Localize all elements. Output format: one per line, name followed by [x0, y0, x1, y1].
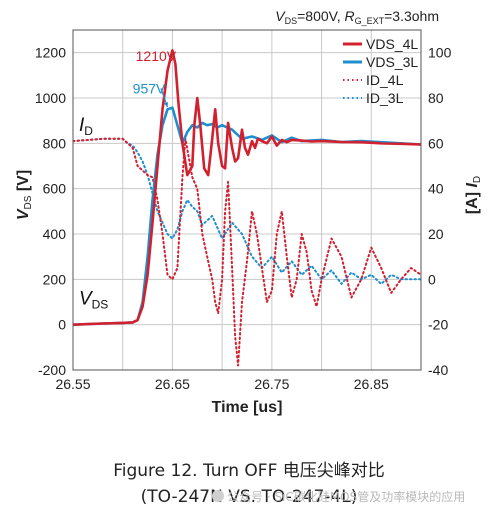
annotations: 1210V 957V: [133, 48, 177, 108]
y-tick-label-right: 40: [428, 181, 444, 197]
y-axis-label-right: [A] ID: [464, 176, 483, 214]
y-tick-label-left: 200: [43, 271, 67, 287]
watermark: 公众号 · SiC碳化硅MOS管及功率模块的应用: [212, 488, 465, 505]
cond-r-sub: G_EXT: [355, 16, 385, 26]
cond-v-sub: DS: [285, 16, 298, 26]
ylabel-right-sub: D: [472, 176, 483, 183]
y-tick-label-right: 20: [428, 226, 444, 242]
y-tick-label-right: -20: [428, 317, 448, 333]
caption-line-2: (TO-247N VS. TO-247-4L): [140, 487, 358, 507]
ylabel-left-main: V: [15, 208, 32, 220]
watermark-text: 公众号 · SiC碳化硅MOS管及功率模块的应用: [227, 490, 466, 504]
id-label-main: I: [79, 115, 85, 136]
y-tick-label-right: -40: [428, 362, 448, 378]
series-vds-3l: [73, 106, 421, 326]
legend-label: ID_3L: [366, 90, 404, 106]
x-tick-label: 26.65: [155, 376, 190, 392]
series-id-4l: [73, 137, 421, 367]
ylabel-right-unit: [A]: [464, 192, 481, 214]
series-id-3l: [73, 137, 421, 285]
cond-r-val: =3.3ohm: [384, 8, 439, 24]
cond-v: V: [275, 8, 286, 24]
chart: 26.55 26.65 26.75 26.85-2000200400600800100…: [15, 8, 483, 416]
y-tick-label-right: 60: [428, 135, 444, 151]
legend-label: VDS_3L: [366, 54, 418, 70]
y-tick-label-left: 400: [43, 226, 67, 242]
vds-label-main: V: [79, 288, 94, 309]
cond-r: R: [344, 8, 354, 24]
y-tick-label-right: 0: [428, 271, 436, 287]
x-axis-label: Time [us]: [212, 399, 283, 416]
x-tick-label: 26.85: [354, 376, 389, 392]
annotation-arrowhead: [169, 51, 174, 57]
ticks: 26.55 26.65 26.75 26.85-2000200400600800100…: [35, 45, 452, 392]
annotation-label: 957V: [133, 80, 166, 96]
y-tick-label-right: 80: [428, 90, 444, 106]
legend-label: VDS_4L: [366, 36, 418, 52]
test-conditions: VDS=800V, RG_EXT=3.3ohm: [275, 8, 439, 26]
plot-frame: [72, 29, 422, 371]
x-tick-label: 26.75: [254, 376, 289, 392]
x-tick-label: 26.55: [55, 376, 90, 392]
y-tick-label-left: -200: [38, 362, 66, 378]
series-vds-4l: [73, 49, 421, 326]
caption-line-1: Figure 12. Turn OFF 电压尖峰对比: [113, 461, 385, 481]
ylabel-left-unit: [V]: [15, 170, 32, 191]
y-axis-label-left: VDS [V]: [15, 170, 34, 220]
vds-curve-label: VDS: [79, 288, 108, 311]
series-layer: [73, 49, 421, 367]
id-label-sub: D: [84, 124, 93, 138]
ylabel-left-sub: DS: [23, 195, 34, 209]
y-tick-label-left: 600: [43, 181, 67, 197]
wechat-icon: [212, 490, 224, 502]
y-tick-label-left: 800: [43, 135, 67, 151]
vds-label-sub: DS: [92, 297, 109, 311]
id-curve-label: ID: [79, 115, 93, 138]
annotation-arrowhead: [163, 102, 169, 108]
grid: [73, 30, 421, 371]
y-tick-label-left: 0: [58, 317, 66, 333]
annotation-label: 1210V: [136, 48, 177, 64]
cond-v-val: =800V,: [297, 8, 344, 24]
y-tick-label-right: 100: [428, 45, 452, 61]
ylabel-right-main: I: [464, 183, 481, 188]
y-tick-label-left: 1000: [35, 90, 66, 106]
y-tick-label-left: 1200: [35, 45, 66, 61]
legend: VDS_4L VDS_3L ID_4L ID_3L: [343, 36, 418, 106]
legend-label: ID_4L: [366, 72, 404, 88]
